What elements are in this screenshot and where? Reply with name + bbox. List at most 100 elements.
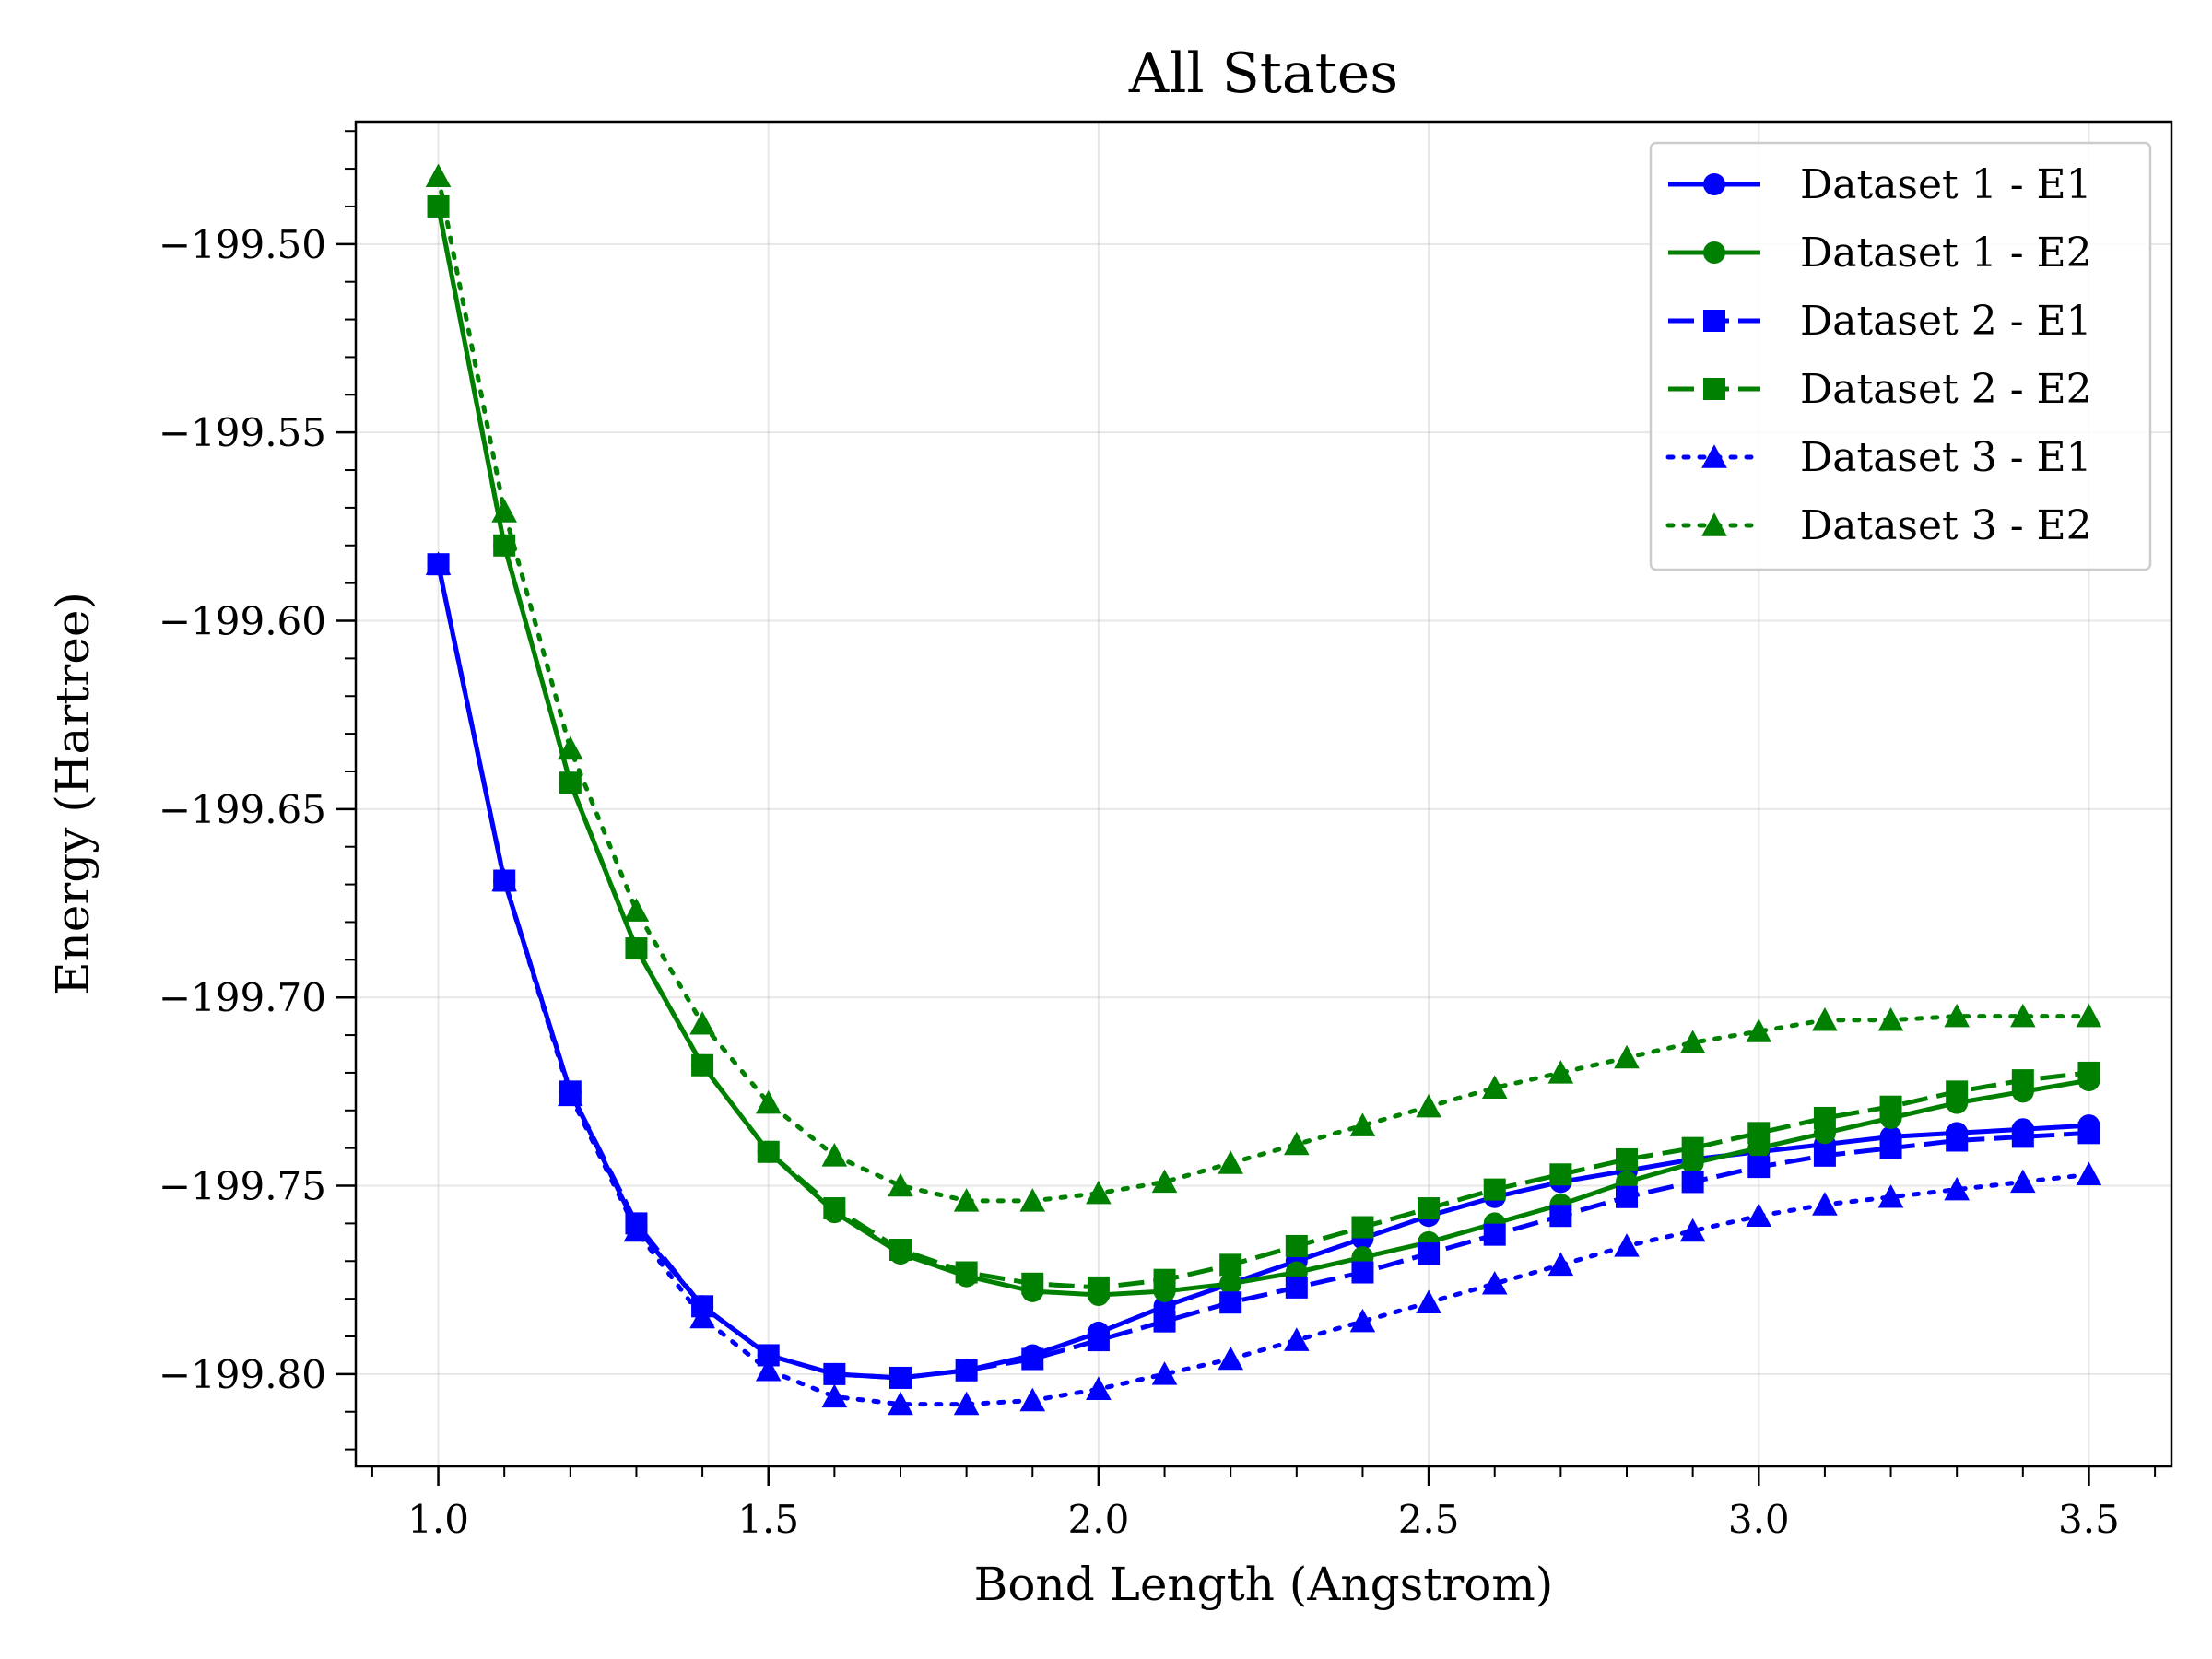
data-point: [1349, 1112, 1376, 1136]
series-4: [427, 194, 2100, 1299]
data-point: [1746, 1018, 1772, 1042]
legend-label: Dataset 3 - E1: [1800, 434, 2092, 481]
data-point: [2010, 1169, 2036, 1194]
data-point: [1019, 1387, 1046, 1412]
data-point: [1019, 1188, 1046, 1212]
legend-label: Dataset 1 - E1: [1800, 161, 2092, 208]
legend-item: Dataset 3 - E1: [1665, 434, 2092, 481]
data-point: [1946, 1129, 1969, 1152]
data-point: [889, 1366, 912, 1389]
data-point: [1614, 1044, 1640, 1069]
legend-item: Dataset 2 - E1: [1668, 298, 2092, 345]
data-point: [1879, 1095, 1902, 1118]
data-point: [823, 1197, 846, 1220]
data-point: [623, 898, 650, 922]
data-point: [2011, 1125, 2034, 1148]
data-point: [955, 1261, 978, 1284]
legend: Dataset 1 - E1 Dataset 1 - E2 Dataset 2 - …: [1649, 141, 2152, 571]
data-point: [2077, 1122, 2100, 1145]
data-point: [1086, 1180, 1112, 1205]
y-tick-label: −199.50: [159, 222, 326, 267]
data-point: [1218, 1346, 1243, 1371]
data-point: [1813, 1144, 1836, 1167]
series-1: [427, 553, 2100, 1389]
data-point: [491, 867, 517, 892]
data-point: [755, 1357, 782, 1382]
data-point: [691, 1053, 714, 1077]
data-point: [888, 1391, 913, 1416]
chart-title: All States: [1128, 41, 1398, 106]
legend-marker: [1701, 444, 1727, 468]
data-point: [2011, 1069, 2034, 1092]
data-point: [559, 771, 582, 794]
data-point: [425, 551, 452, 575]
data-point: [689, 1304, 715, 1329]
data-point: [1418, 1197, 1441, 1220]
x-tick-label: 2.5: [1398, 1497, 1460, 1542]
x-tick-label: 3.0: [1728, 1497, 1790, 1542]
data-point: [491, 499, 517, 523]
data-point: [1483, 1223, 1506, 1246]
data-point: [1021, 1347, 1044, 1371]
series-6: [425, 163, 2102, 1212]
data-point: [955, 1359, 978, 1382]
data-point: [558, 1082, 583, 1107]
data-point: [823, 1362, 846, 1385]
data-point: [1218, 1150, 1243, 1174]
data-point: [1547, 1060, 1574, 1084]
series-line: [436, 173, 2091, 1204]
data-point: [2010, 1003, 2036, 1028]
y-tick-label: −199.65: [159, 787, 326, 832]
data-point: [1481, 1075, 1508, 1100]
data-point: [1349, 1308, 1376, 1333]
data-point: [1877, 1006, 1904, 1031]
data-point: [1547, 1252, 1574, 1277]
legend-label: Dataset 1 - E2: [1800, 229, 2092, 276]
data-point: [757, 1140, 780, 1163]
data-point: [1679, 1030, 1706, 1053]
y-tick-label: −199.75: [159, 1164, 326, 1209]
data-point: [1418, 1242, 1441, 1265]
data-point: [821, 1143, 848, 1167]
legend-label: Dataset 2 - E1: [1800, 298, 2092, 345]
y-tick-label: −199.55: [159, 410, 326, 455]
series-layer: [425, 163, 2102, 1416]
x-axis: 1.0 1.5 2.0 2.5 3.0 3.5: [371, 1466, 2157, 1542]
data-point: [1944, 1003, 1970, 1028]
data-point: [1747, 1156, 1771, 1179]
data-point: [2077, 1061, 2100, 1084]
data-point: [1087, 1329, 1110, 1352]
data-point: [1021, 1272, 1044, 1295]
data-point: [1481, 1270, 1508, 1295]
y-axis: −199.80 −199.75 −199.70 −199.65 −199.60 −199.…: [159, 130, 356, 1451]
x-axis-label: Bond Length (Angstrom): [974, 1558, 1554, 1611]
legend-item: Dataset 1 - E2: [1668, 229, 2092, 276]
legend-box: [1649, 141, 2152, 571]
data-point: [1747, 1122, 1771, 1145]
data-point: [1812, 1192, 1838, 1216]
data-point: [1877, 1183, 1904, 1208]
plot-frame: [354, 120, 2173, 1468]
data-point: [1679, 1218, 1706, 1242]
data-point: [1285, 1234, 1308, 1257]
y-tick-label: −199.80: [159, 1352, 326, 1397]
series-3: [427, 553, 2100, 1389]
y-tick-label: −199.60: [159, 599, 326, 644]
series-line: [436, 561, 2091, 1407]
data-point: [953, 1188, 980, 1212]
y-axis-label: Energy (Hartree): [46, 592, 100, 995]
data-point: [1549, 1163, 1572, 1186]
legend-label: Dataset 2 - E2: [1800, 366, 2092, 413]
data-point: [953, 1391, 980, 1416]
legend-marker: [1703, 378, 1725, 400]
data-point: [1351, 1261, 1374, 1284]
data-point: [1285, 1276, 1308, 1299]
data-point: [2076, 1003, 2102, 1028]
data-point: [1812, 1006, 1838, 1031]
data-point: [889, 1239, 912, 1262]
data-point: [1219, 1272, 1242, 1295]
data-point: [1483, 1178, 1506, 1201]
x-tick-label: 1.0: [407, 1497, 469, 1542]
legend-item: Dataset 2 - E2: [1668, 366, 2092, 413]
